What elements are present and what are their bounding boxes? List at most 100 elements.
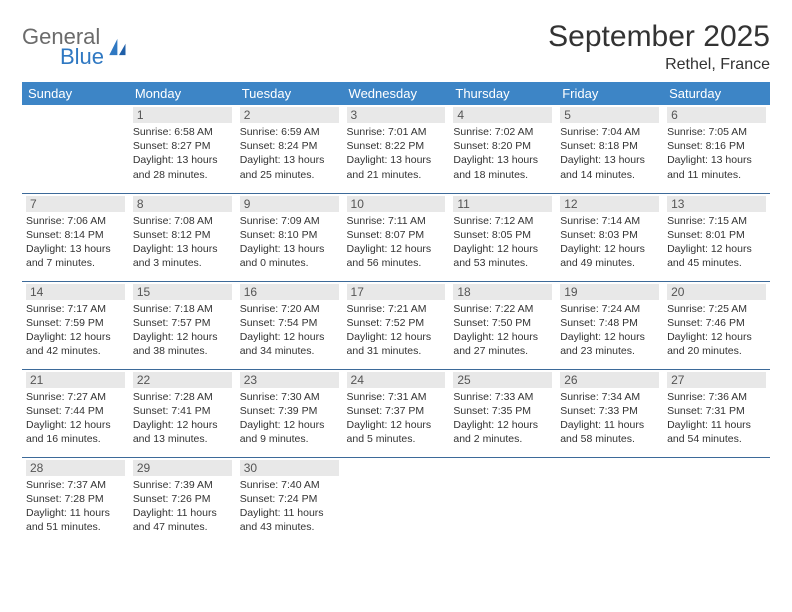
day-header: Tuesday — [236, 82, 343, 105]
day-header: Wednesday — [343, 82, 450, 105]
day-details: Sunrise: 7:34 AMSunset: 7:33 PMDaylight:… — [560, 390, 659, 447]
day-number: 12 — [560, 196, 659, 212]
day-number: 20 — [667, 284, 766, 300]
daylight-line: Daylight: 12 hours and 45 minutes. — [667, 242, 766, 270]
sunrise-line: Sunrise: 6:58 AM — [133, 125, 232, 139]
day-details: Sunrise: 7:14 AMSunset: 8:03 PMDaylight:… — [560, 214, 659, 271]
sunset-line: Sunset: 8:24 PM — [240, 139, 339, 153]
calendar-cell: 6Sunrise: 7:05 AMSunset: 8:16 PMDaylight… — [663, 105, 770, 193]
sunrise-line: Sunrise: 7:39 AM — [133, 478, 232, 492]
sunset-line: Sunset: 8:18 PM — [560, 139, 659, 153]
day-number: 30 — [240, 460, 339, 476]
day-details: Sunrise: 7:28 AMSunset: 7:41 PMDaylight:… — [133, 390, 232, 447]
calendar-cell: 2Sunrise: 6:59 AMSunset: 8:24 PMDaylight… — [236, 105, 343, 193]
calendar-body: 1Sunrise: 6:58 AMSunset: 8:27 PMDaylight… — [22, 105, 770, 545]
day-details: Sunrise: 7:40 AMSunset: 7:24 PMDaylight:… — [240, 478, 339, 535]
daylight-line: Daylight: 13 hours and 0 minutes. — [240, 242, 339, 270]
day-details: Sunrise: 7:04 AMSunset: 8:18 PMDaylight:… — [560, 125, 659, 182]
daylight-line: Daylight: 12 hours and 53 minutes. — [453, 242, 552, 270]
day-number: 18 — [453, 284, 552, 300]
day-number: 27 — [667, 372, 766, 388]
day-details: Sunrise: 7:12 AMSunset: 8:05 PMDaylight:… — [453, 214, 552, 271]
day-details: Sunrise: 7:22 AMSunset: 7:50 PMDaylight:… — [453, 302, 552, 359]
sunrise-line: Sunrise: 7:04 AM — [560, 125, 659, 139]
day-number: 7 — [26, 196, 125, 212]
calendar-cell: 18 Sunrise: 7:22 AMSunset: 7:50 PMDayligh… — [449, 281, 556, 369]
daylight-line: Daylight: 13 hours and 18 minutes. — [453, 153, 552, 181]
sunrise-line: Sunrise: 7:25 AM — [667, 302, 766, 316]
day-details: Sunrise: 7:01 AMSunset: 8:22 PMDaylight:… — [347, 125, 446, 182]
sunset-line: Sunset: 7:24 PM — [240, 492, 339, 506]
calendar-cell: 17Sunrise: 7:21 AMSunset: 7:52 PMDayligh… — [343, 281, 450, 369]
sunrise-line: Sunrise: 7:18 AM — [133, 302, 232, 316]
day-number: 24 — [347, 372, 446, 388]
calendar-cell: 26Sunrise: 7:34 AMSunset: 7:33 PMDayligh… — [556, 369, 663, 457]
sunrise-line: Sunrise: 7:01 AM — [347, 125, 446, 139]
calendar-cell: 16Sunrise: 7:20 AMSunset: 7:54 PMDayligh… — [236, 281, 343, 369]
daylight-line: Daylight: 13 hours and 25 minutes. — [240, 153, 339, 181]
sails-icon — [106, 34, 132, 60]
daylight-line: Daylight: 12 hours and 23 minutes. — [560, 330, 659, 358]
sunset-line: Sunset: 7:33 PM — [560, 404, 659, 418]
calendar-cell: 1Sunrise: 6:58 AMSunset: 8:27 PMDaylight… — [129, 105, 236, 193]
day-header: Monday — [129, 82, 236, 105]
sunset-line: Sunset: 7:50 PM — [453, 316, 552, 330]
day-number: 13 — [667, 196, 766, 212]
sunset-line: Sunset: 8:07 PM — [347, 228, 446, 242]
calendar-cell — [556, 457, 663, 545]
day-number: 23 — [240, 372, 339, 388]
sunset-line: Sunset: 7:52 PM — [347, 316, 446, 330]
sunset-line: Sunset: 8:20 PM — [453, 139, 552, 153]
calendar-cell: 9Sunrise: 7:09 AMSunset: 8:10 PMDaylight… — [236, 193, 343, 281]
day-number: 25 — [453, 372, 552, 388]
sunrise-line: Sunrise: 7:15 AM — [667, 214, 766, 228]
calendar-cell: 21 Sunrise: 7:27 AMSunset: 7:44 PMDayligh… — [22, 369, 129, 457]
daylight-line: Daylight: 13 hours and 3 minutes. — [133, 242, 232, 270]
calendar-cell: 13Sunrise: 7:15 AMSunset: 8:01 PMDayligh… — [663, 193, 770, 281]
day-number: 17 — [347, 284, 446, 300]
day-details: Sunrise: 7:27 AMSunset: 7:44 PMDaylight:… — [26, 390, 125, 447]
sunset-line: Sunset: 7:41 PM — [133, 404, 232, 418]
sunset-line: Sunset: 7:44 PM — [26, 404, 125, 418]
sunrise-line: Sunrise: 7:27 AM — [26, 390, 125, 404]
sunrise-line: Sunrise: 7:30 AM — [240, 390, 339, 404]
sunset-line: Sunset: 8:14 PM — [26, 228, 125, 242]
header: General Blue September 2025 Rethel, Fran… — [22, 20, 770, 74]
calendar-cell: 23Sunrise: 7:30 AMSunset: 7:39 PMDayligh… — [236, 369, 343, 457]
day-number: 22 — [133, 372, 232, 388]
day-details: Sunrise: 7:06 AMSunset: 8:14 PMDaylight:… — [26, 214, 125, 271]
calendar-cell: 5 Sunrise: 7:04 AMSunset: 8:18 PMDaylight… — [556, 105, 663, 193]
calendar-cell: 19Sunrise: 7:24 AMSunset: 7:48 PMDayligh… — [556, 281, 663, 369]
day-number: 21 — [26, 372, 125, 388]
calendar-cell: 24Sunrise: 7:31 AMSunset: 7:37 PMDayligh… — [343, 369, 450, 457]
day-number: 5 — [560, 107, 659, 123]
day-details: Sunrise: 7:09 AMSunset: 8:10 PMDaylight:… — [240, 214, 339, 271]
day-details: Sunrise: 7:33 AMSunset: 7:35 PMDaylight:… — [453, 390, 552, 447]
day-number: 3 — [347, 107, 446, 123]
calendar-cell: 25 Sunrise: 7:33 AMSunset: 7:35 PMDayligh… — [449, 369, 556, 457]
day-number: 6 — [667, 107, 766, 123]
calendar-cell — [22, 105, 129, 193]
sunset-line: Sunset: 8:16 PM — [667, 139, 766, 153]
calendar-cell: 15Sunrise: 7:18 AMSunset: 7:57 PMDayligh… — [129, 281, 236, 369]
sunrise-line: Sunrise: 7:06 AM — [26, 214, 125, 228]
daylight-line: Daylight: 12 hours and 49 minutes. — [560, 242, 659, 270]
calendar-cell: 28Sunrise: 7:37 AMSunset: 7:28 PMDayligh… — [22, 457, 129, 545]
day-number: 29 — [133, 460, 232, 476]
sunrise-line: Sunrise: 7:20 AM — [240, 302, 339, 316]
day-header: Friday — [556, 82, 663, 105]
daylight-line: Daylight: 11 hours and 43 minutes. — [240, 506, 339, 534]
daylight-line: Daylight: 12 hours and 5 minutes. — [347, 418, 446, 446]
day-number: 28 — [26, 460, 125, 476]
day-number: 1 — [133, 107, 232, 123]
daylight-line: Daylight: 12 hours and 27 minutes. — [453, 330, 552, 358]
day-number: 11 — [453, 196, 552, 212]
day-number: 2 — [240, 107, 339, 123]
calendar-cell: 3 Sunrise: 7:01 AMSunset: 8:22 PMDaylight… — [343, 105, 450, 193]
calendar-cell: 12 Sunrise: 7:14 AMSunset: 8:03 PMDayligh… — [556, 193, 663, 281]
sunrise-line: Sunrise: 7:28 AM — [133, 390, 232, 404]
title-block: September 2025 Rethel, France — [548, 20, 770, 74]
sunrise-line: Sunrise: 7:24 AM — [560, 302, 659, 316]
sunset-line: Sunset: 7:35 PM — [453, 404, 552, 418]
calendar-cell: 22 Sunrise: 7:28 AMSunset: 7:41 PMDayligh… — [129, 369, 236, 457]
